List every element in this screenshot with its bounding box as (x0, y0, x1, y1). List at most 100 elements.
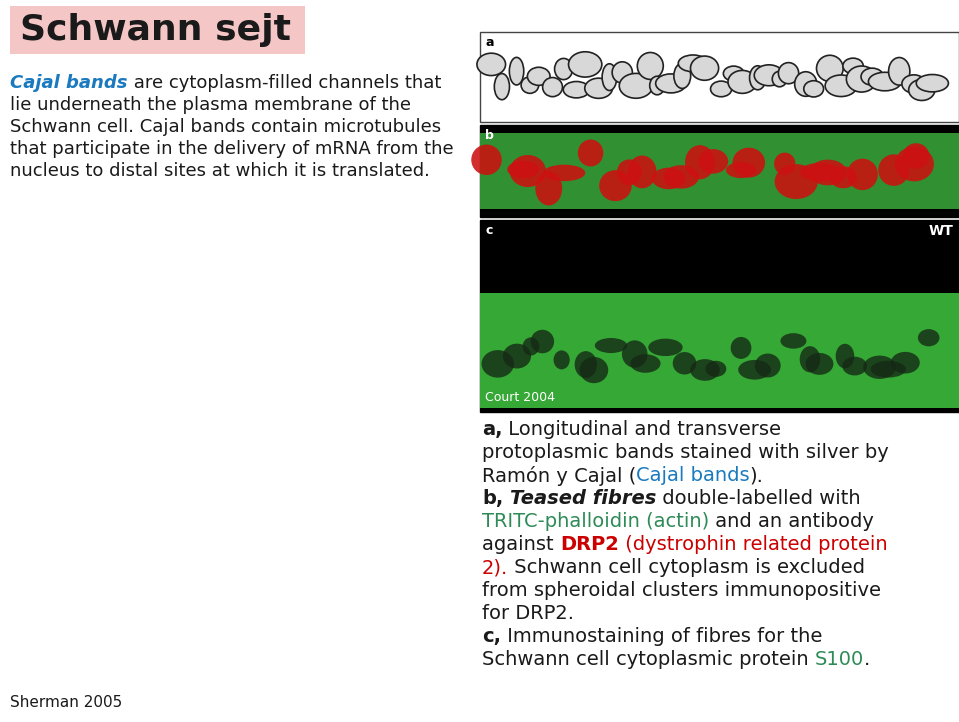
Text: b,: b, (482, 489, 503, 508)
Ellipse shape (750, 66, 766, 90)
Text: WT: WT (928, 224, 953, 238)
Text: Ramón y Cajal (: Ramón y Cajal ( (482, 466, 636, 486)
Ellipse shape (579, 357, 608, 383)
Ellipse shape (617, 160, 642, 186)
Text: Cajal bands: Cajal bands (636, 466, 750, 485)
Ellipse shape (889, 58, 910, 85)
Text: b: b (485, 129, 494, 142)
Ellipse shape (809, 160, 847, 186)
Ellipse shape (553, 350, 570, 370)
Ellipse shape (554, 58, 573, 79)
Ellipse shape (795, 71, 817, 96)
Ellipse shape (535, 171, 562, 206)
Ellipse shape (494, 74, 509, 100)
Text: (dystrophin related protein: (dystrophin related protein (619, 535, 887, 554)
Ellipse shape (543, 77, 563, 97)
Ellipse shape (628, 155, 657, 188)
Ellipse shape (595, 338, 627, 353)
Ellipse shape (731, 337, 752, 359)
Ellipse shape (909, 79, 935, 100)
Ellipse shape (577, 139, 603, 167)
Ellipse shape (543, 165, 585, 181)
Text: c,: c, (482, 627, 501, 646)
Text: Cajal bands: Cajal bands (10, 74, 128, 92)
Ellipse shape (916, 74, 948, 92)
Ellipse shape (901, 75, 925, 93)
FancyBboxPatch shape (480, 125, 959, 217)
Ellipse shape (685, 145, 714, 179)
Text: 2).: 2). (482, 558, 508, 577)
Text: protoplasmic bands stained with silver by: protoplasmic bands stained with silver b… (482, 443, 889, 462)
Ellipse shape (630, 355, 661, 373)
Ellipse shape (774, 152, 795, 175)
Ellipse shape (728, 71, 757, 93)
Ellipse shape (690, 359, 720, 380)
Ellipse shape (706, 361, 726, 377)
Text: a: a (485, 36, 494, 49)
FancyBboxPatch shape (480, 220, 959, 412)
Ellipse shape (918, 329, 940, 347)
Ellipse shape (738, 360, 771, 380)
Ellipse shape (612, 62, 632, 83)
Text: c: c (485, 224, 492, 237)
Text: are cytoplasm-filled channels that: are cytoplasm-filled channels that (128, 74, 441, 92)
Ellipse shape (648, 339, 683, 356)
Ellipse shape (471, 144, 502, 175)
Ellipse shape (830, 166, 857, 188)
Text: Schwann sejt: Schwann sejt (20, 13, 291, 47)
Text: Schwann cell cytoplasm is excluded: Schwann cell cytoplasm is excluded (508, 558, 865, 577)
Ellipse shape (585, 78, 613, 98)
Ellipse shape (563, 82, 590, 98)
Ellipse shape (800, 346, 820, 373)
Text: DRP2: DRP2 (560, 535, 619, 554)
Text: Sherman 2005: Sherman 2005 (10, 695, 122, 710)
Ellipse shape (674, 64, 690, 88)
Ellipse shape (620, 74, 653, 98)
Ellipse shape (602, 64, 617, 90)
Text: S100: S100 (815, 650, 864, 669)
Ellipse shape (527, 67, 550, 85)
Ellipse shape (863, 355, 896, 379)
Ellipse shape (664, 165, 699, 188)
Ellipse shape (507, 161, 539, 178)
Text: against: against (482, 535, 560, 554)
Ellipse shape (861, 68, 883, 85)
Ellipse shape (509, 57, 524, 85)
Ellipse shape (638, 53, 664, 79)
Ellipse shape (569, 52, 602, 77)
Ellipse shape (711, 81, 732, 97)
Ellipse shape (733, 148, 765, 178)
Text: Court 2004: Court 2004 (485, 391, 555, 404)
Ellipse shape (698, 149, 728, 173)
Ellipse shape (895, 147, 934, 181)
FancyBboxPatch shape (10, 6, 305, 54)
Ellipse shape (521, 77, 539, 93)
Text: and an antibody: and an antibody (710, 512, 874, 531)
FancyBboxPatch shape (480, 293, 959, 408)
Ellipse shape (825, 75, 857, 97)
Ellipse shape (779, 63, 799, 84)
Ellipse shape (599, 170, 632, 201)
Ellipse shape (869, 72, 901, 91)
FancyBboxPatch shape (480, 133, 959, 209)
Ellipse shape (652, 168, 686, 189)
Ellipse shape (530, 330, 554, 353)
Text: for DRP2.: for DRP2. (482, 604, 574, 623)
Ellipse shape (800, 162, 840, 181)
Text: a,: a, (482, 420, 503, 439)
Ellipse shape (690, 56, 718, 80)
Text: Immunostaining of fibres for the: Immunostaining of fibres for the (501, 627, 823, 646)
Text: lie underneath the plasma membrane of the: lie underneath the plasma membrane of th… (10, 96, 411, 114)
Ellipse shape (775, 164, 818, 199)
Ellipse shape (842, 357, 867, 375)
Text: TRITC-phalloidin (actin): TRITC-phalloidin (actin) (482, 512, 710, 531)
Ellipse shape (503, 344, 531, 368)
Text: Schwann cell. Cajal bands contain microtubules: Schwann cell. Cajal bands contain microt… (10, 118, 441, 136)
Ellipse shape (804, 81, 824, 97)
Ellipse shape (649, 77, 665, 95)
Ellipse shape (878, 155, 909, 186)
Text: Schwann cell cytoplasmic protein: Schwann cell cytoplasmic protein (482, 650, 815, 669)
Ellipse shape (726, 162, 756, 178)
Ellipse shape (781, 333, 807, 349)
Ellipse shape (835, 344, 854, 368)
